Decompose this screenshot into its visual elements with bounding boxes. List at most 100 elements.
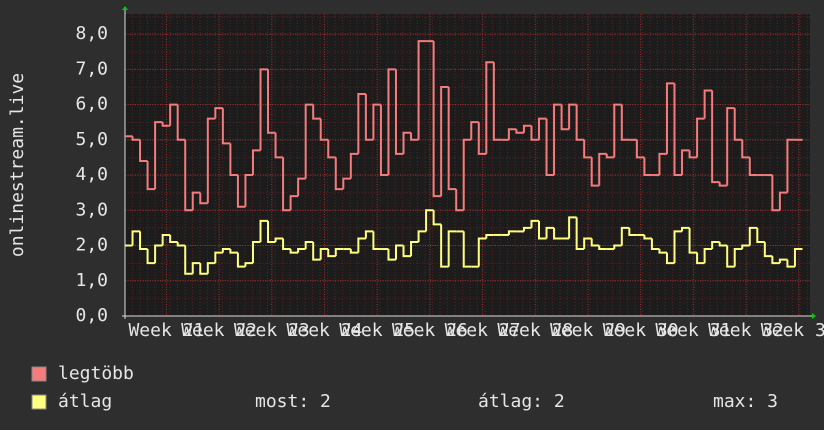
x-tick-label: Week 23 (234, 320, 310, 341)
step-segment (312, 241, 321, 261)
legend-label: átlag (58, 391, 112, 412)
step-segment (319, 248, 329, 260)
step-segment (748, 157, 758, 177)
y-tick-label: 4,0 (75, 164, 108, 185)
plot-area (125, 14, 810, 316)
step-segment (357, 237, 366, 253)
step-segment (379, 104, 389, 177)
step-segment (304, 240, 314, 250)
step-segment (575, 217, 585, 251)
step-segment (726, 107, 735, 186)
step-segment (530, 219, 540, 228)
step-segment (665, 82, 675, 154)
step-segment (643, 234, 652, 240)
step-segment (259, 219, 269, 242)
step-segment (274, 132, 284, 159)
step-segment (522, 226, 532, 232)
step-segment (267, 220, 276, 243)
step-segment (282, 238, 291, 251)
step-segment (402, 245, 412, 258)
step-segment (251, 149, 261, 176)
step-segment (364, 230, 374, 239)
step-segment (583, 139, 592, 159)
step-segment (447, 230, 457, 267)
step-segment (327, 249, 336, 258)
step-segment (417, 40, 427, 140)
step-segment (282, 157, 291, 212)
step-segment (568, 216, 577, 239)
step-segment (598, 245, 607, 251)
step-segment (206, 262, 216, 274)
step-segment (372, 103, 381, 140)
step-segment (771, 256, 780, 265)
step-segment (244, 262, 253, 267)
step-segment (289, 195, 299, 211)
step-segment (161, 233, 171, 246)
step-segment (628, 227, 637, 236)
y-tick-label: 5,0 (75, 129, 108, 150)
step-segment (635, 139, 645, 159)
y-tick-label: 1,0 (75, 270, 108, 291)
step-segment (447, 86, 457, 191)
step-segment (665, 252, 675, 265)
step-segment (425, 209, 434, 232)
step-segment (387, 249, 396, 261)
step-segment (432, 41, 442, 198)
step-segment (643, 157, 652, 177)
step-segment (620, 104, 630, 141)
step-segment (658, 152, 667, 176)
step-segment (440, 85, 449, 197)
legend-stat: max: 3 (713, 391, 778, 412)
x-tick-label: Week 32 (708, 320, 784, 341)
step-segment (711, 90, 720, 184)
x-tick-label: Week 22 (181, 320, 257, 341)
step-segment (733, 248, 743, 267)
y-tick-label: 7,0 (75, 58, 108, 79)
step-segment (771, 175, 780, 212)
step-segment (507, 230, 517, 235)
step-segment (718, 182, 728, 187)
x-tick-label: Week 21 (128, 320, 204, 341)
step-segment (236, 175, 246, 208)
step-segment (545, 226, 555, 239)
step-segment (146, 160, 156, 191)
step-segment (334, 248, 344, 257)
y-axis-title: onlinestream.live (7, 73, 28, 257)
step-segment (372, 231, 381, 251)
step-segment (214, 251, 223, 264)
step-segment (726, 245, 735, 268)
step-segment (590, 157, 600, 187)
step-segment (793, 248, 803, 267)
x-tick-label: Week 33 (761, 320, 824, 341)
step-segment (560, 104, 570, 131)
step-segment (778, 191, 788, 211)
step-segment (199, 192, 208, 205)
step-segment (139, 139, 148, 162)
step-segment (342, 177, 351, 190)
legend-label: legtöbb (58, 363, 134, 384)
step-segment (485, 233, 494, 239)
step-segment (485, 61, 494, 154)
y-tick-label: 0,0 (75, 305, 108, 326)
legend-swatch (31, 394, 47, 410)
step-segment (387, 68, 396, 176)
step-segment (154, 121, 163, 190)
step-segment (334, 157, 344, 191)
step-segment (297, 177, 306, 197)
axis-arrow (122, 6, 128, 10)
step-segment (477, 122, 487, 155)
step-segment (575, 104, 585, 141)
step-segment (319, 118, 329, 141)
step-segment (169, 234, 178, 243)
step-segment (681, 226, 690, 232)
legend-swatch (31, 366, 47, 382)
y-tick-label: 3,0 (75, 199, 108, 220)
x-tick-label: Week 27 (445, 320, 521, 341)
step-segment (214, 107, 223, 119)
step-segment (696, 252, 705, 265)
step-segment (364, 93, 374, 141)
step-segment (131, 136, 141, 141)
step-segment (312, 104, 321, 120)
step-segment (620, 226, 630, 246)
step-segment (349, 249, 359, 254)
